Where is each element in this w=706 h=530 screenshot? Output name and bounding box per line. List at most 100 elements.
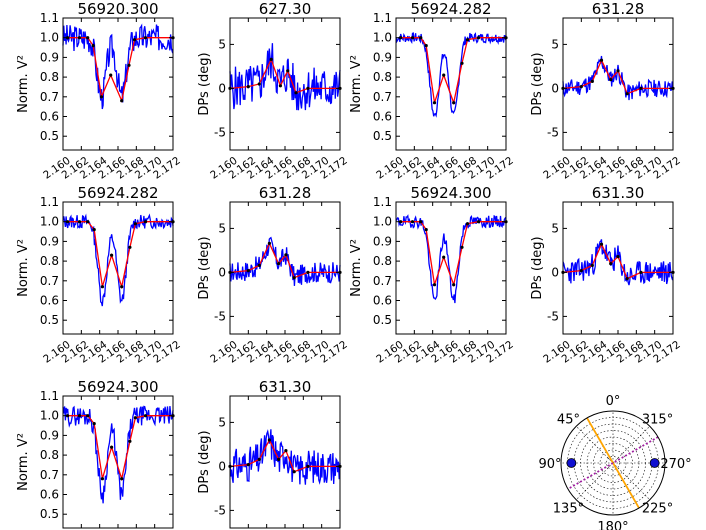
y-tick-label: 0 xyxy=(551,265,559,279)
model-point xyxy=(86,36,90,40)
y-axis-label: Norm. V² xyxy=(349,55,364,113)
companion-point xyxy=(649,458,660,468)
y-tick-label: 0.6 xyxy=(373,110,392,124)
y-tick-label: -5 xyxy=(214,309,226,323)
model-point xyxy=(277,262,281,266)
y-tick-label: 1.0 xyxy=(40,31,59,45)
panel-4: -5052.1602.1622.1642.1662.1682.1702.1726… xyxy=(530,0,683,182)
y-tick-label: 0.7 xyxy=(40,90,59,104)
data-line xyxy=(62,213,174,307)
y-axis-label: DPs (deg) xyxy=(197,52,212,115)
model-point xyxy=(120,477,124,481)
y-tick-label: 0.5 xyxy=(40,313,59,327)
polar-angle-label: 315° xyxy=(642,412,673,427)
model-point xyxy=(132,38,137,42)
y-tick-label: -5 xyxy=(547,309,559,323)
y-tick-label: 1.1 xyxy=(373,195,392,209)
model-point xyxy=(410,36,415,40)
polar-angle-label: 45° xyxy=(557,412,580,427)
model-point xyxy=(579,85,583,89)
y-tick-label: 0.6 xyxy=(40,110,59,124)
polar-grid-circle xyxy=(599,449,627,477)
y-tick-label: 5 xyxy=(218,221,226,235)
y-tick-label: 5 xyxy=(551,37,559,51)
model-point xyxy=(133,416,137,420)
model-point xyxy=(399,36,403,40)
model-point xyxy=(452,101,456,105)
y-tick-label: 1.1 xyxy=(373,11,392,25)
y-tick-label: 0.8 xyxy=(40,70,59,84)
data-line xyxy=(562,239,674,286)
model-point xyxy=(92,228,96,232)
model-point xyxy=(424,228,428,232)
model-point xyxy=(460,245,464,249)
panel-5: 0.50.60.70.80.91.01.12.1602.1622.1642.16… xyxy=(16,184,183,366)
y-tick-label: -5 xyxy=(214,503,226,517)
y-tick-label: 0.8 xyxy=(373,70,392,84)
y-tick-label: 0.7 xyxy=(40,468,59,482)
model-point xyxy=(246,269,250,273)
y-tick-label: 5 xyxy=(218,415,226,429)
data-line xyxy=(562,55,674,101)
polar-angle-label: 135° xyxy=(553,502,584,517)
model-point xyxy=(277,457,281,461)
y-tick-label: 1.1 xyxy=(40,389,59,403)
y-tick-label: 0.7 xyxy=(373,90,392,104)
y-tick-label: 0.8 xyxy=(373,254,392,268)
model-point xyxy=(639,270,643,274)
y-tick-label: 5 xyxy=(551,221,559,235)
model-line xyxy=(400,37,506,106)
model-point xyxy=(257,82,261,86)
model-point xyxy=(133,222,137,226)
y-tick-label: 1.1 xyxy=(40,195,59,209)
model-point xyxy=(110,445,114,449)
model-point xyxy=(625,277,629,281)
model-point xyxy=(625,92,629,96)
model-point xyxy=(609,262,613,266)
panel-3: 0.50.60.70.80.91.01.12.1602.1622.1642.16… xyxy=(349,0,516,182)
model-point xyxy=(465,222,470,226)
model-point xyxy=(286,69,290,73)
y-tick-label: 0 xyxy=(218,81,226,95)
model-point xyxy=(476,36,481,40)
data-line xyxy=(229,236,341,286)
model-point xyxy=(77,414,82,418)
model-point xyxy=(128,245,132,249)
model-point xyxy=(284,253,288,257)
y-tick-label: 0.6 xyxy=(40,294,59,308)
y-tick-label: -5 xyxy=(547,125,559,139)
panel-title: 56924.300 xyxy=(77,378,158,396)
y-tick-label: 1.0 xyxy=(40,215,59,229)
model-point xyxy=(91,44,95,48)
y-axis-label: DPs (deg) xyxy=(197,430,212,493)
panel-9: 0.5 0.6 0.7 0.8 0.9 1.0 1.1 56924.300 Norm. V² xyxy=(16,378,175,529)
model-point xyxy=(399,220,403,224)
model-point xyxy=(476,220,481,224)
data-line xyxy=(62,23,174,110)
model-point xyxy=(99,95,104,99)
model-point xyxy=(257,457,261,461)
model-point xyxy=(257,263,261,267)
model-point xyxy=(100,285,104,289)
model-point xyxy=(432,283,437,287)
polar-grid-spoke xyxy=(612,462,650,500)
panel-6: -5052.1602.1622.1642.1662.1682.1702.1726… xyxy=(197,184,350,366)
model-point xyxy=(306,464,310,468)
model-point xyxy=(419,220,423,224)
data-line xyxy=(395,214,507,304)
y-tick-label: 0 xyxy=(551,81,559,95)
panel-title: 627.30 xyxy=(259,0,312,18)
model-point xyxy=(424,44,428,48)
polar-grid-circle xyxy=(606,456,620,470)
y-tick-label: 0.7 xyxy=(373,274,392,288)
polar-grid-spoke xyxy=(576,462,614,500)
polar-angle-label: 180° xyxy=(597,520,628,530)
panel-7: 0.50.60.70.80.91.01.12.1602.1622.1642.16… xyxy=(349,184,516,366)
polar-plot: 0° 45° 90° 135° 180° 225° 270° 315° xyxy=(538,394,691,530)
model-point xyxy=(639,86,643,90)
model-point xyxy=(128,439,132,443)
y-tick-label: 0.7 xyxy=(40,274,59,288)
y-tick-label: -5 xyxy=(214,125,226,139)
model-point xyxy=(579,269,583,273)
